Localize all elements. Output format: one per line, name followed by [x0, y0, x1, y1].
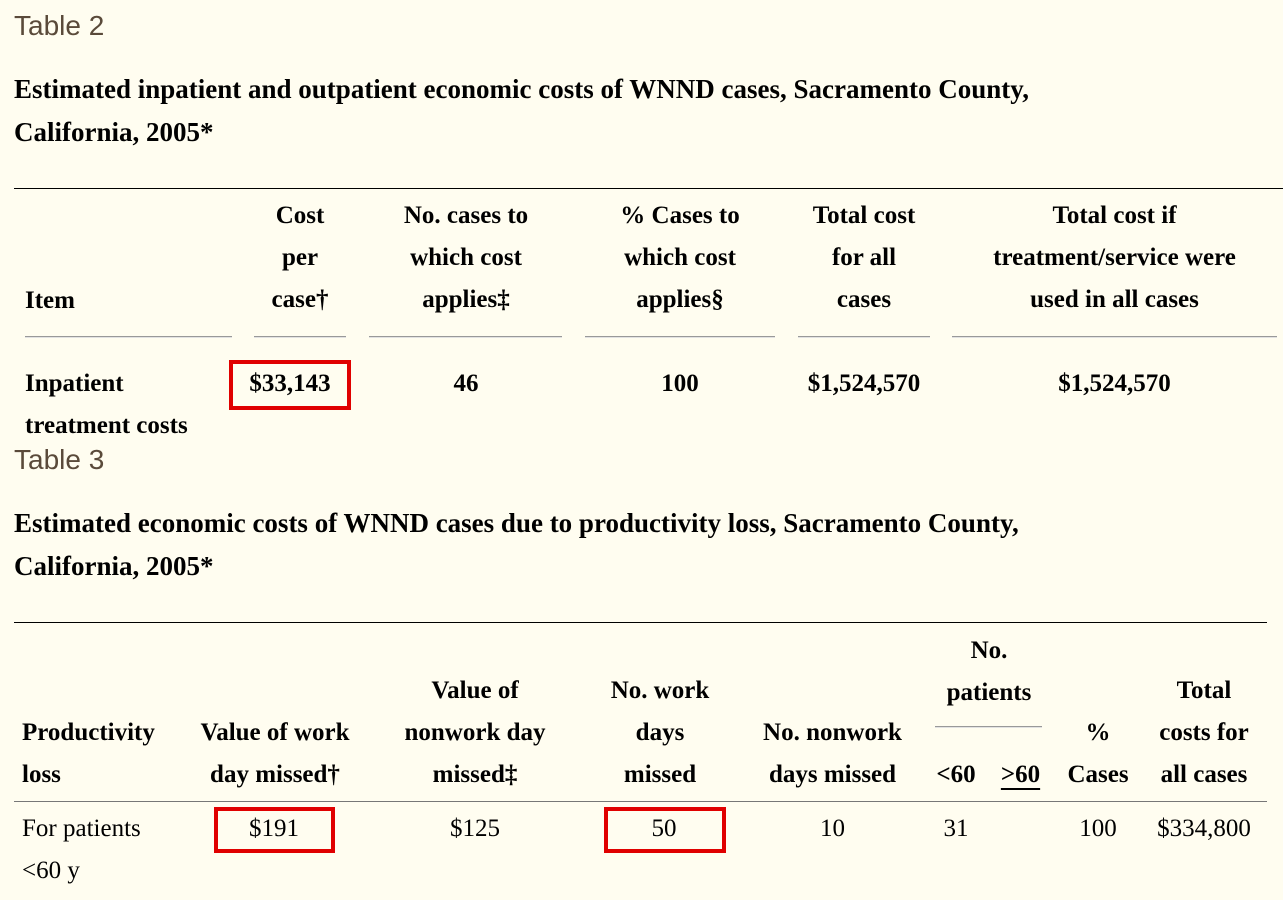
table2-header-total-cost: Total cost for all cases — [795, 195, 933, 321]
header-line: Cost — [275, 202, 325, 229]
header-line: No. nonwork — [763, 719, 902, 746]
table3-row-pct-cases: 100 — [1079, 815, 1117, 842]
header-line: Value of work — [200, 719, 350, 746]
table2-row-total-cost: $1,524,570 — [807, 370, 921, 397]
header-line: days missed — [768, 761, 897, 788]
table3-header-productivity-loss: Productivity loss — [22, 712, 155, 796]
header-line: for all — [831, 244, 897, 271]
table3-row-work-days: 50 — [651, 815, 677, 842]
table2-label: Table 2 — [14, 10, 105, 41]
table3-caption: Estimated economic costs of WNND cases d… — [14, 502, 1264, 588]
table2-header-rule — [254, 336, 346, 338]
row-line: treatment costs — [25, 412, 188, 439]
header-line: costs for — [1159, 719, 1249, 746]
header-line: % — [1085, 719, 1111, 746]
table3-row-nonwork-day: $125 — [450, 815, 500, 842]
header-line: which cost — [410, 244, 522, 271]
table3-row-lt60: 31 — [943, 815, 969, 842]
table3-header-ge60: >60 — [993, 754, 1048, 796]
table2-header-item: Item — [25, 287, 75, 314]
table2-top-rule — [14, 188, 1283, 189]
header-line: Productivity — [22, 719, 155, 746]
header-line: patients — [946, 679, 1032, 706]
table3-header-lt60: <60 — [936, 761, 976, 788]
header-line: missed — [623, 761, 697, 788]
table2-header-rule — [25, 336, 232, 338]
header-line: missed‡ — [432, 761, 518, 788]
table3-header-work-days: No. work days missed — [590, 670, 730, 796]
table2-row-item: Inpatient treatment costs — [25, 363, 188, 447]
table2-row-cost-per-case: $33,143 — [249, 370, 331, 397]
table2-row-no-cases: 46 — [453, 370, 479, 397]
header-line: applies‡ — [422, 286, 510, 313]
header-line: day missed† — [210, 761, 340, 788]
header-line: No. cases to — [403, 202, 529, 229]
table3-header-work-day: Value of work day missed† — [185, 712, 365, 796]
header-line: treatment/service were — [993, 244, 1236, 271]
ge60-symbol: >60 — [1000, 761, 1041, 788]
highlight-box-work-days — [604, 807, 726, 853]
highlight-box-work-day — [214, 807, 335, 853]
header-line: days — [635, 719, 685, 746]
header-line: Total — [1176, 677, 1232, 704]
table3-caption-line1: Estimated economic costs of WNND cases d… — [14, 508, 1019, 538]
header-line: No. work — [610, 677, 710, 704]
header-line: % Cases to — [620, 202, 740, 229]
table2-header-no-cases: No. cases to which cost applies‡ — [366, 195, 566, 321]
table2-header-pct-cases: % Cases to which cost applies§ — [585, 195, 775, 321]
table2-header-rule — [952, 336, 1277, 338]
header-line: No. — [970, 637, 1008, 664]
row-line: <60 y — [22, 857, 80, 884]
table2-header-total-if: Total cost if treatment/service were use… — [952, 195, 1277, 321]
table2-row-pct-cases: 100 — [661, 370, 699, 397]
table3-header-total: Total costs for all cases — [1145, 670, 1263, 796]
header-line: Total cost if — [1052, 202, 1177, 229]
table2-header-rule — [369, 336, 562, 338]
table3-row-work-day: $191 — [249, 815, 299, 842]
table2-caption: Estimated inpatient and outpatient econo… — [14, 68, 1264, 154]
header-line: loss — [22, 761, 61, 788]
header-line: per — [281, 244, 319, 271]
table2-header-rule — [798, 336, 930, 338]
header-line: used in all cases — [1030, 286, 1199, 313]
table3-header-pct-cases: % Cases — [1058, 712, 1138, 796]
row-line: For patients — [22, 815, 141, 842]
table3-patients-rule — [935, 726, 1042, 728]
table2-row-total-if: $1,524,570 — [1058, 370, 1171, 397]
highlight-box-cost-per-case — [229, 360, 351, 410]
header-line: applies§ — [636, 286, 724, 313]
table3-header-bottom-rule — [14, 801, 1267, 802]
table3-top-rule — [14, 622, 1267, 623]
table2-caption-line1: Estimated inpatient and outpatient econo… — [14, 74, 1029, 104]
header-line: Cases — [1067, 761, 1129, 788]
header-line: Total cost — [812, 202, 916, 229]
table3-row-nonwork-days: 10 — [820, 815, 845, 842]
table3-label: Table 3 — [14, 444, 105, 475]
table2-caption-line2: California, 2005* — [14, 117, 214, 147]
row-line: Inpatient — [25, 370, 124, 397]
header-line: nonwork day — [404, 719, 546, 746]
table3-row-total: $334,800 — [1157, 815, 1251, 842]
table3-header-patients: No. patients — [930, 630, 1048, 714]
table3-row-productivity-loss: For patients <60 y — [22, 808, 141, 892]
header-line: case† — [271, 286, 329, 313]
header-line: which cost — [624, 244, 736, 271]
table3-caption-line2: California, 2005* — [14, 551, 214, 581]
table3-header-nonwork-day: Value of nonwork day missed‡ — [385, 670, 565, 796]
header-line: Value of — [431, 677, 519, 704]
table2-header-rule — [585, 336, 775, 338]
table3-header-nonwork-days: No. nonwork days missed — [745, 712, 920, 796]
header-line: cases — [836, 286, 892, 313]
table2-header-cost-per-case: Cost per case† — [250, 195, 350, 321]
header-line: all cases — [1160, 761, 1248, 788]
